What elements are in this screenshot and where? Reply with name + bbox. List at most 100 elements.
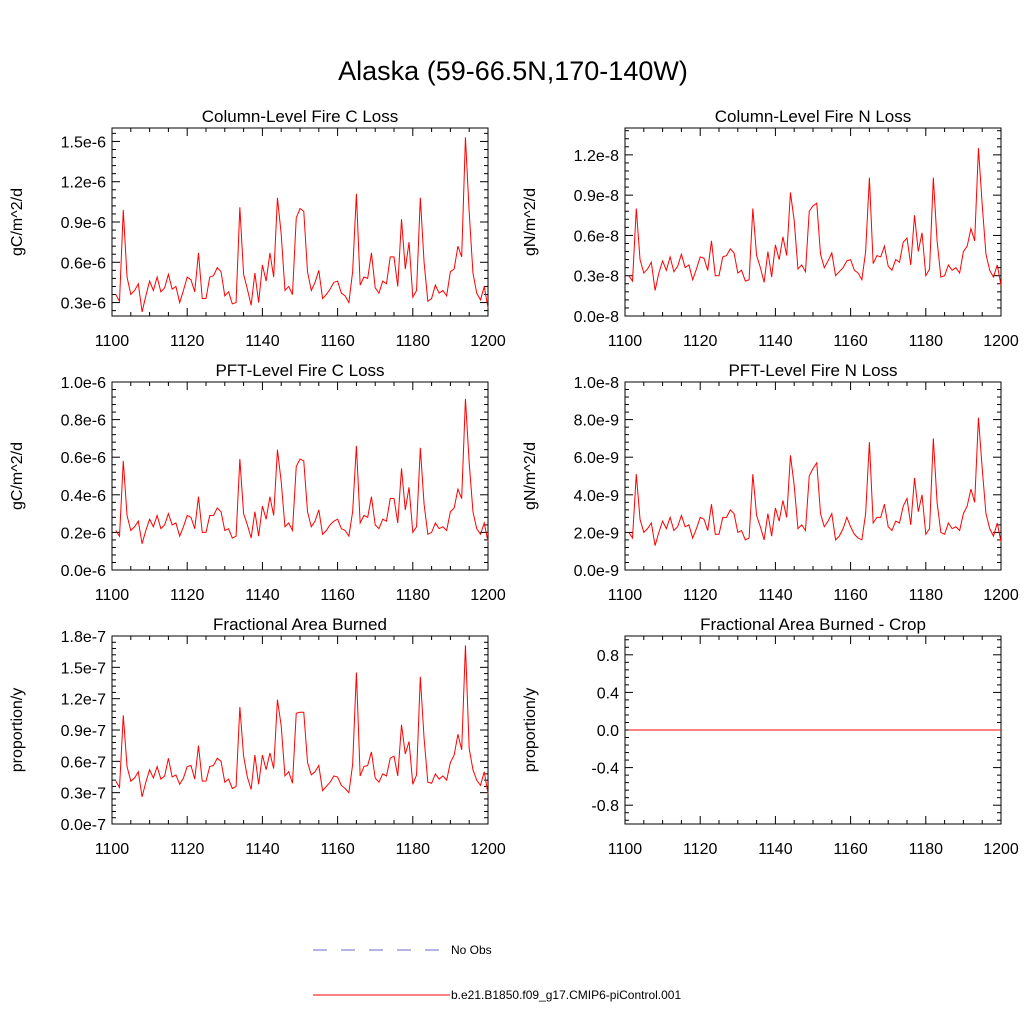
plot-frame (624, 127, 1002, 317)
chart-panel: PFT-Level Fire N Loss gN/m^2/d 1100 1120 114… (522, 361, 1019, 604)
y-tick-label: 0.6e-6 (61, 450, 106, 467)
legend-model-label: b.e21.B1850.f09_g17.CMIP6-piControl.001 (451, 988, 681, 1002)
y-tick-label: 0.4e-6 (61, 488, 106, 505)
plot-frame (624, 381, 1002, 571)
y-tick-label: 0.3e-8 (574, 269, 619, 286)
chart-title: PFT-Level Fire N Loss (728, 361, 897, 380)
x-tick-label: 1100 (608, 333, 643, 350)
x-tick-label: 1100 (608, 587, 643, 604)
plot-frame (111, 381, 489, 571)
x-tick-label: 1120 (683, 841, 718, 858)
y-tick-label: 0.9e-7 (61, 723, 106, 740)
x-tick-label: 1160 (320, 841, 355, 858)
x-tick-label: 1120 (170, 587, 205, 604)
chart-panel: PFT-Level Fire C Loss gC/m^2/d 1100 1120 114… (9, 361, 506, 604)
x-tick-label: 1100 (95, 333, 130, 350)
x-tick-label: 1180 (909, 333, 944, 350)
x-tick-label: 1180 (909, 841, 944, 858)
x-tick-label: 1160 (833, 333, 868, 350)
chart-title: Fractional Area Burned - Crop (700, 615, 926, 634)
x-tick-label: 1120 (170, 841, 205, 858)
chart-panel: Fractional Area Burned - Crop proportion/… (522, 615, 1019, 858)
y-tick-label: -0.4 (591, 761, 619, 778)
legend: No Obs b.e21.B1850.f09_g17.CMIP6-piContr… (313, 943, 681, 1002)
y-tick-label: 0.2e-6 (61, 525, 106, 542)
y-axis-label: gN/m^2/d (522, 442, 539, 510)
y-tick-label: 0.0e-6 (61, 563, 106, 580)
y-tick-label: 0.3e-6 (61, 296, 106, 313)
x-tick-label: 1160 (833, 587, 868, 604)
y-tick-label: 1.2e-7 (61, 692, 106, 709)
y-tick-label: 1.5e-6 (61, 134, 106, 151)
y-tick-label: -0.8 (591, 798, 619, 815)
plot-frame (111, 127, 489, 317)
x-tick-label: 1100 (608, 841, 643, 858)
x-tick-label: 1140 (758, 841, 793, 858)
y-tick-label: 4.0e-9 (574, 488, 619, 505)
x-tick-label: 1160 (320, 333, 355, 350)
x-tick-label: 1140 (758, 333, 793, 350)
x-tick-label: 1120 (683, 587, 718, 604)
series-line (115, 137, 489, 313)
x-tick-label: 1100 (95, 587, 130, 604)
x-tick-label: 1160 (320, 587, 355, 604)
x-tick-label: 1140 (245, 841, 280, 858)
x-tick-label: 1120 (170, 333, 205, 350)
y-axis-label: gC/m^2/d (9, 442, 26, 510)
y-axis-label: proportion/y (9, 688, 26, 773)
y-tick-label: 0.9e-8 (574, 188, 619, 205)
series-line (115, 398, 489, 544)
x-tick-label: 1180 (909, 587, 944, 604)
legend-obs-label: No Obs (451, 943, 492, 957)
x-tick-label: 1140 (245, 333, 280, 350)
x-tick-label: 1200 (470, 333, 506, 350)
x-tick-label: 1200 (470, 587, 506, 604)
y-tick-label: 0.6e-6 (61, 255, 106, 272)
y-tick-label: 8.0e-9 (574, 413, 619, 430)
x-tick-label: 1120 (683, 333, 718, 350)
y-tick-label: 6.0e-9 (574, 450, 619, 467)
y-tick-label: 2.0e-9 (574, 525, 619, 542)
y-axis-label: gC/m^2/d (9, 188, 26, 256)
chart-panel: Column-Level Fire C Loss gC/m^2/d 1100 1120… (9, 107, 506, 350)
x-tick-label: 1200 (983, 841, 1019, 858)
x-tick-label: 1180 (396, 587, 431, 604)
chart-title: Fractional Area Burned (213, 615, 387, 634)
y-tick-label: 0.0e-8 (574, 309, 619, 326)
y-tick-label: 1.5e-7 (61, 660, 106, 677)
y-tick-label: 0.4 (597, 685, 619, 702)
series-line (628, 417, 1002, 546)
chart-panel: Fractional Area Burned proportion/y 1100 11… (9, 615, 506, 858)
y-tick-label: 0.6e-8 (574, 228, 619, 245)
y-tick-label: 0.9e-6 (61, 215, 106, 232)
y-tick-label: 1.2e-6 (61, 175, 106, 192)
panels: Column-Level Fire C Loss gC/m^2/d 1100 1120… (9, 107, 1019, 858)
y-tick-label: 0.0 (597, 723, 619, 740)
y-tick-label: 0.8 (597, 648, 619, 665)
chart-title: Column-Level Fire N Loss (715, 107, 912, 126)
y-axis-label: gN/m^2/d (522, 188, 539, 256)
y-tick-label: 1.0e-6 (61, 375, 106, 392)
y-tick-label: 0.0e-9 (574, 563, 619, 580)
plot-frame (111, 635, 489, 825)
x-tick-label: 1100 (95, 841, 130, 858)
x-tick-label: 1200 (470, 841, 506, 858)
x-tick-label: 1180 (396, 841, 431, 858)
chart-title: PFT-Level Fire C Loss (215, 361, 384, 380)
x-tick-label: 1160 (833, 841, 868, 858)
y-tick-label: 1.0e-8 (574, 375, 619, 392)
figure-title: Alaska (59-66.5N,170-140W) (338, 56, 688, 86)
x-tick-label: 1140 (758, 587, 793, 604)
y-tick-label: 0.3e-7 (61, 786, 106, 803)
y-axis-label: proportion/y (522, 688, 539, 773)
y-tick-label: 0.6e-7 (61, 754, 106, 771)
chart-title: Column-Level Fire C Loss (202, 107, 399, 126)
y-tick-label: 1.2e-8 (574, 148, 619, 165)
y-tick-label: 0.8e-6 (61, 413, 106, 430)
x-tick-label: 1140 (245, 587, 280, 604)
y-tick-label: 0.0e-7 (61, 817, 106, 834)
x-tick-label: 1200 (983, 333, 1019, 350)
x-tick-label: 1200 (983, 587, 1019, 604)
